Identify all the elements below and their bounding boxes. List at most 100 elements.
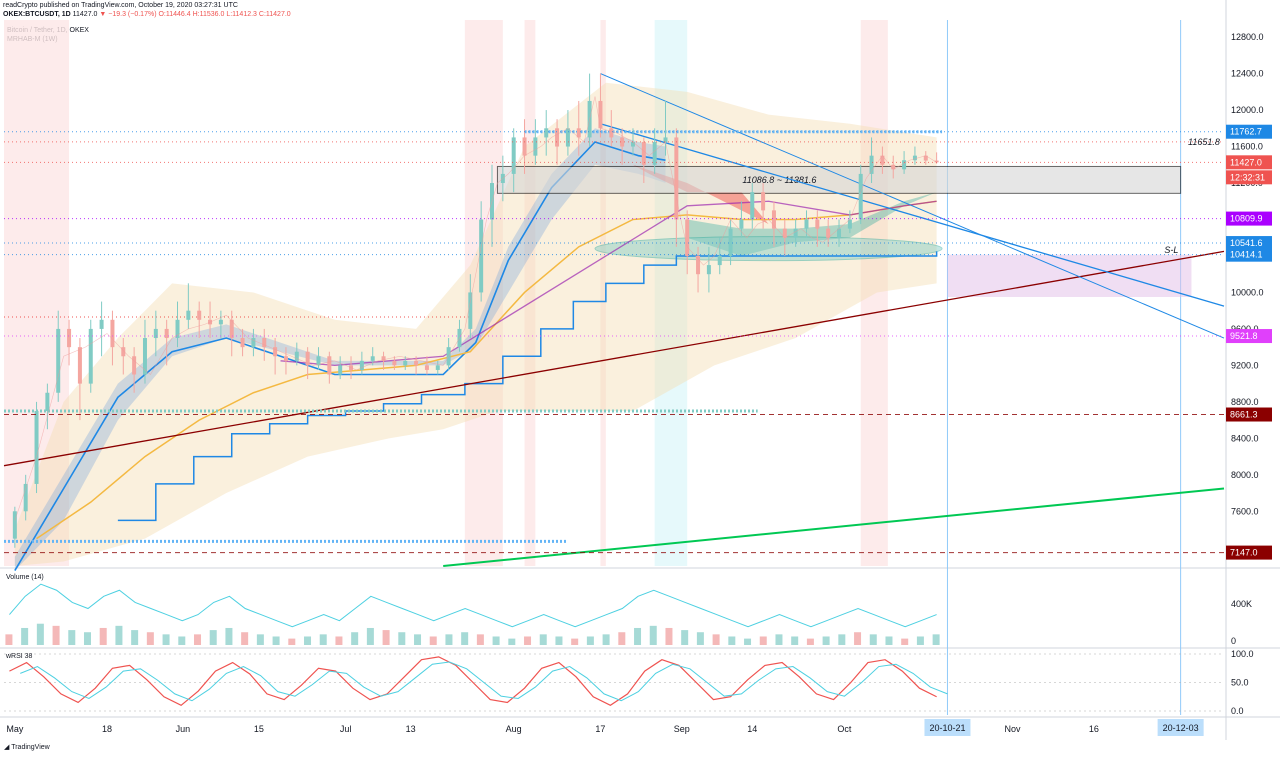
candle-body xyxy=(750,192,755,220)
candle-body xyxy=(511,137,516,174)
volume-bar xyxy=(272,636,280,645)
candle-body xyxy=(706,265,711,275)
publish-line: readCrypto published on TradingView.com,… xyxy=(3,2,238,9)
x-tick-label: May xyxy=(6,724,24,734)
candle-body xyxy=(544,128,549,138)
rsi-tick: 0.0 xyxy=(1231,706,1244,716)
candle-body xyxy=(728,228,733,256)
candle-body xyxy=(782,228,787,238)
price-label-bg xyxy=(1226,407,1272,422)
volume-bar xyxy=(68,630,76,645)
volume-bar xyxy=(712,634,720,645)
volume-bar xyxy=(618,632,626,645)
candle-body xyxy=(175,319,180,339)
candle-body xyxy=(381,356,386,361)
y-tick-label: 8800.0 xyxy=(1231,397,1259,407)
volume-bar xyxy=(759,636,767,645)
candle-body xyxy=(652,141,657,165)
volume-bar xyxy=(854,632,862,645)
candle-body xyxy=(923,155,928,161)
candle-body xyxy=(739,219,744,229)
volume-bar xyxy=(99,627,107,645)
volume-bar xyxy=(83,632,91,645)
candle-body xyxy=(565,128,570,147)
candle-body xyxy=(630,141,635,147)
volume-bar xyxy=(429,636,437,645)
x-tick-label: Nov xyxy=(1005,724,1022,734)
volume-bar xyxy=(288,638,296,645)
tradingview-logo[interactable]: ◢ TradingView xyxy=(4,744,50,751)
candle-body xyxy=(620,137,625,147)
volume-bar xyxy=(52,625,60,645)
candle-body xyxy=(197,310,202,320)
candle-body xyxy=(273,347,278,357)
candle-body xyxy=(327,356,332,375)
volume-bar xyxy=(225,627,233,645)
ohlc-line: OKEX:BTCUSDT, 1D 11427.0 ▼ −19.3 (−0.17%… xyxy=(3,11,291,20)
y-tick-label: 7600.0 xyxy=(1231,506,1259,516)
candle-body xyxy=(902,160,907,170)
x-tick-label: 16 xyxy=(1089,724,1099,734)
candle-body xyxy=(479,219,484,293)
price-label-bg xyxy=(1226,545,1272,560)
volume-bar xyxy=(366,627,374,645)
candle-body xyxy=(132,356,137,375)
date-label: 20-10-21 xyxy=(929,723,965,733)
candle-body xyxy=(869,155,874,174)
chart-header: readCrypto published on TradingView.com,… xyxy=(3,2,291,19)
volume-bar xyxy=(398,632,406,645)
volume-bar xyxy=(634,627,642,645)
volume-bar xyxy=(539,634,547,645)
candle-body xyxy=(847,219,852,229)
rsi-signal xyxy=(20,661,948,702)
volume-bar xyxy=(665,627,673,645)
volume-bar xyxy=(586,636,594,645)
trendline-blue xyxy=(600,73,1225,339)
candle-body xyxy=(153,328,158,339)
highlight-band xyxy=(600,20,606,566)
price-label: 9521.8 xyxy=(1230,331,1258,341)
highlight-band xyxy=(654,20,688,566)
price-label: 7147.0 xyxy=(1230,548,1258,558)
candle-body xyxy=(609,128,614,138)
volume-bar xyxy=(696,632,704,645)
candle-body xyxy=(218,319,223,325)
volume-bar xyxy=(178,636,186,645)
candle-body xyxy=(262,338,267,348)
purple-ma xyxy=(280,200,937,367)
candle-body xyxy=(424,365,429,370)
cloud-line xyxy=(14,141,666,571)
volume-bar xyxy=(382,630,390,645)
candle-body xyxy=(283,356,288,361)
volume-bar xyxy=(304,636,312,645)
ticker: OKEX:BTCUSDT, 1D xyxy=(3,10,71,18)
volume-tick: 400K xyxy=(1231,599,1252,609)
candle-body xyxy=(696,255,701,275)
price-label-bg xyxy=(1226,124,1272,139)
countdown-label: 12:32:31 xyxy=(1230,172,1265,182)
last-price: 11427.0 xyxy=(72,10,98,18)
price-label: 11762.7 xyxy=(1230,127,1262,137)
candle-body xyxy=(533,137,538,156)
volume-bar xyxy=(775,634,783,645)
x-tick-label: 13 xyxy=(406,724,416,734)
candle-body xyxy=(934,160,939,163)
range-label: 11086.8 ~ 11381.6 xyxy=(742,175,816,185)
candle-body xyxy=(240,338,245,348)
support-ellipse xyxy=(594,236,943,262)
y-tick-label: 12000.0 xyxy=(1231,105,1264,115)
candle-body xyxy=(761,192,766,211)
candle-body xyxy=(392,360,397,366)
ohlc-values: O:11446.4 H:11536.0 L:11412.3 C:11427.0 xyxy=(158,10,291,18)
volume-bar xyxy=(476,634,484,645)
trendline-green xyxy=(443,487,1225,567)
volume-bar xyxy=(728,636,736,645)
candle-body xyxy=(468,292,473,329)
trendline-blue xyxy=(600,123,1225,307)
price-label: 11427.0 xyxy=(1230,157,1262,167)
y-tick-label: 12800.0 xyxy=(1231,32,1264,42)
candle-body xyxy=(576,128,581,138)
volume-bar xyxy=(901,638,909,645)
candle-body xyxy=(229,319,234,339)
